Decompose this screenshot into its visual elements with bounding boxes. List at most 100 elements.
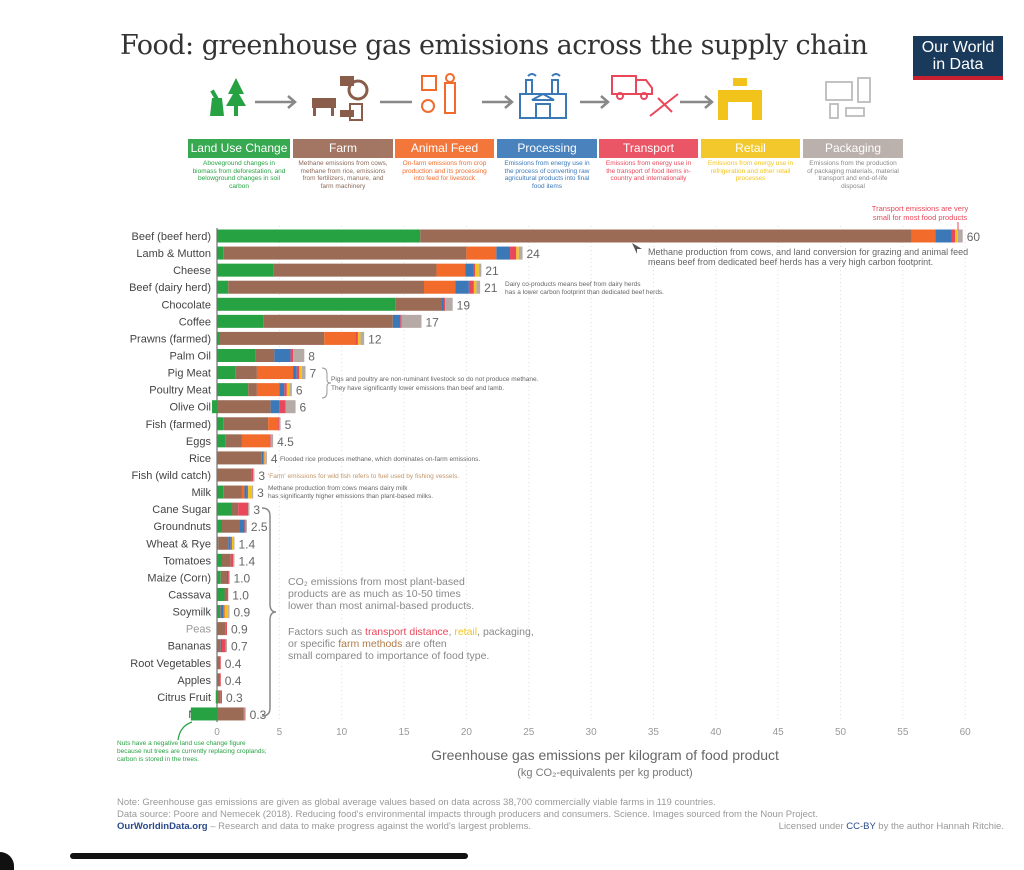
pig-poultry-annotation: They have significantly lower emissions … [331,385,504,392]
bar-segment-land-use-change [217,570,221,584]
bar-segment-land-use-change [217,314,264,328]
total-value-label: 5 [285,418,292,432]
bar-segment-farm [420,229,912,243]
factory-icon [519,73,567,119]
bar-segment-land-use-change [217,434,226,448]
owid-logo[interactable]: Our World in Data [913,36,1003,80]
category-label: Cassava [168,589,212,601]
bar-segment-transport [225,622,227,636]
beef-annotation: means beef from dedicated beef herds has… [648,257,933,267]
transport-annotation: small for most food products [873,213,967,222]
pointer-arrow-icon [632,243,642,254]
bar-segment-farm [223,246,467,260]
bar-segment-packaging [251,485,254,499]
bar-segment-farm [395,297,442,311]
bar-segment-packaging [289,383,292,397]
bar-segment-packaging [401,314,422,328]
cc-by-link[interactable]: CC-BY [846,821,876,832]
category-label: Groundnuts [154,521,212,533]
owid-link[interactable]: OurWorldinData.org [117,821,208,832]
bar-segment-transport [951,229,956,243]
bar-segment-farm [219,331,325,345]
home-indicator[interactable] [70,853,468,859]
bar-segment-farm [224,587,227,601]
x-tick-label: 20 [461,727,473,738]
bar-segment-land-use-change [217,297,396,311]
bar-segment-land-use-change [217,366,236,380]
bar-segment-processing [270,400,280,414]
bar-segment-transport [219,656,221,670]
stage-description: Emissions from energy use in refrigerati… [707,160,794,182]
plant-foods-bracket [261,507,277,717]
license-prefix: Licensed under [778,821,847,832]
nuts-annotation-arrow [177,721,193,741]
bar-segment-retail [224,605,229,619]
total-value-label: 1.4 [238,537,255,551]
arrow-icon [580,95,610,109]
bar-segment-farm [219,605,221,619]
total-value-label: 0.9 [231,623,248,637]
stage-farm: Farm [293,139,393,158]
bar-segment-processing [261,451,264,465]
packaging-icon [825,77,871,119]
nuts-annotation: Nuts have a negative land use change fig… [117,740,246,747]
stage-description: Emissions from energy use in the transpo… [605,160,692,182]
bar-segment-transport [226,587,229,601]
bar-segment-land-use-change [217,383,249,397]
factors-annotation-line2: or specific farm methods are often [288,638,447,650]
total-value-label: 0.3 [250,708,267,722]
total-value-label: 0.7 [231,640,248,654]
bar-segment-farm [217,451,262,465]
total-value-label: 1.0 [233,571,250,585]
bar-segment-land-use-change [212,400,217,414]
x-tick-label: 40 [710,727,722,738]
truck-plane-icon [611,75,679,117]
bar-segment-packaging [293,348,305,362]
stage-description: Methane emissions from cows, methane fro… [298,160,388,190]
bar-segment-processing [274,348,291,362]
supply-chain-icons [210,73,871,121]
bar-segment-transport [246,485,249,499]
bar-segment-transport [238,502,249,516]
nuts-annotation: carbon is stored in the trees. [117,756,199,763]
bar-segment-farm [217,622,226,636]
bar-segment-land-use-change [217,536,219,550]
bar-segment-farm [221,553,231,567]
bar-segment-processing [293,366,297,380]
wild-fish-annotation: 'Farm' emissions for wild fish refers to… [268,473,459,480]
category-label: Wheat & Rye [146,538,211,550]
bar-segment-processing [935,229,952,243]
bar-segment-transport [269,434,271,448]
bar-segment-animal-feed [436,263,466,277]
category-label: Maize (Corn) [147,572,211,584]
factors-text: , [449,626,455,638]
bar-segment-land-use-change [217,553,222,567]
bar-segment-packaging [228,605,230,619]
bar-segment-processing [279,383,285,397]
category-label: Cane Sugar [152,504,211,516]
bar-segment-farm [217,690,221,704]
total-value-label: 7 [310,367,317,381]
bar-segment-farm [231,502,239,516]
category-label: Citrus Fruit [157,692,211,704]
category-label: Soymilk [172,607,211,619]
bar-segment-land-use-change [217,502,232,516]
category-label: Fish (farmed) [146,419,211,431]
bar-segment-transport [243,707,245,721]
bar-segment-farm [225,434,242,448]
footer-license: Licensed under CC-BY by the author Hanna… [779,821,1004,832]
category-label: Eggs [186,436,212,448]
footer-site-line: OurWorldinData.org – Research and data t… [117,821,531,832]
total-value-label: 0.3 [226,691,243,705]
total-value-label: 1.4 [238,554,255,568]
category-label: Lamb & Mutton [136,248,211,260]
stage-description: On-farm emissions from crop production a… [402,160,487,182]
bar-segment-transport [400,314,402,328]
x-axis-subtitle: (kg CO₂-equivalents per kg product) [517,767,692,779]
bar-segment-land-use-change [217,229,421,243]
stage-description: Aboveground changes in biomass from defo… [192,160,286,190]
bar-segment-transport [296,366,300,380]
bar-segment-packaging [279,417,281,431]
bar-segment-land-use-change [215,690,217,704]
